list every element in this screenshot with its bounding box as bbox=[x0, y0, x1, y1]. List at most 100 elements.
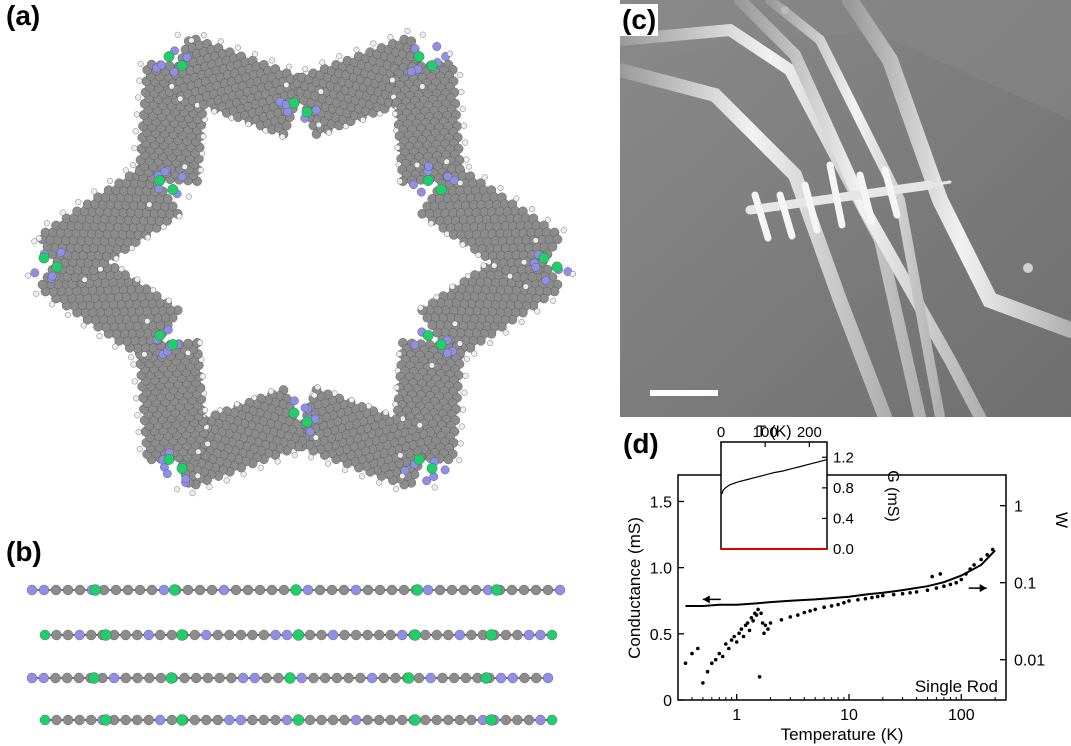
w-data-point bbox=[760, 621, 765, 625]
nickel-atom bbox=[290, 584, 302, 596]
hydrogen-atom bbox=[106, 177, 113, 184]
carbon-atom bbox=[339, 714, 350, 726]
carbon-atom bbox=[470, 584, 482, 596]
nickel-atom bbox=[292, 714, 305, 726]
w-data-point bbox=[842, 600, 846, 605]
nitrogen-atom bbox=[541, 276, 551, 285]
hydrogen-atom bbox=[414, 161, 421, 168]
carbon-atom bbox=[62, 714, 74, 726]
y2-tick-label: 0.1 bbox=[1014, 576, 1036, 593]
carbon-atom bbox=[512, 629, 523, 641]
nitrogen-atom bbox=[163, 325, 173, 335]
carbon-atom bbox=[314, 584, 326, 596]
nitrogen-atom bbox=[74, 629, 85, 641]
carbon-atom bbox=[343, 672, 354, 684]
nitrogen-atom bbox=[310, 414, 320, 424]
carbon-atom bbox=[74, 584, 86, 596]
hydrogen-atom bbox=[75, 198, 82, 205]
w-data-point bbox=[757, 675, 762, 679]
hydrogen-atom bbox=[197, 339, 204, 346]
hydrogen-atom bbox=[396, 178, 403, 185]
hydrogen-atom bbox=[463, 156, 470, 163]
carbon-atom bbox=[212, 629, 224, 641]
carbon-atom bbox=[120, 714, 131, 726]
nitrogen-atom bbox=[270, 629, 281, 641]
carbon-atom bbox=[183, 338, 193, 349]
hydrogen-atom bbox=[399, 473, 406, 480]
inset-x-tick-label: 200 bbox=[797, 424, 822, 441]
electrode-4 bbox=[842, 0, 1071, 338]
carbon-atom bbox=[201, 714, 212, 726]
carbon-atom bbox=[431, 629, 442, 641]
hydrogen-atom bbox=[96, 333, 103, 340]
carbon-atom bbox=[542, 584, 554, 596]
nickel-atom bbox=[411, 584, 424, 596]
nitrogen-atom bbox=[182, 52, 192, 62]
hydrogen-atom bbox=[451, 320, 458, 327]
sem-contact-fingers bbox=[751, 161, 901, 242]
nickel-atom bbox=[546, 629, 558, 641]
carbon-atom bbox=[512, 714, 523, 726]
carbon-atom bbox=[420, 714, 431, 726]
carbon-atom bbox=[500, 629, 512, 641]
hydrogen-atom bbox=[532, 237, 539, 244]
w-data-point bbox=[856, 598, 860, 602]
carbon-atom bbox=[190, 672, 202, 684]
carbon-atom bbox=[189, 629, 201, 641]
carbon-atom bbox=[519, 672, 530, 684]
carbon-atom bbox=[531, 672, 542, 684]
carbon-atom bbox=[110, 584, 122, 596]
hydrogen-atom bbox=[133, 395, 140, 402]
nickel-atom bbox=[409, 714, 421, 726]
nitrogen-atom bbox=[424, 161, 434, 171]
w-data-point bbox=[696, 646, 700, 651]
w-data-point bbox=[968, 567, 972, 571]
carbon-atom bbox=[466, 714, 477, 726]
electrode-3 bbox=[734, 0, 986, 417]
inset-x-ticks: 0 100 200 bbox=[717, 424, 822, 447]
hydrogen-atom bbox=[118, 266, 125, 273]
arrow-head bbox=[702, 595, 710, 604]
hydrogen-atom bbox=[458, 88, 465, 95]
w-data-point bbox=[727, 646, 731, 651]
nickel-atom bbox=[88, 672, 100, 684]
carbon-atom bbox=[273, 672, 284, 684]
carbon-atom bbox=[434, 584, 446, 596]
nitrogen-atom bbox=[181, 474, 191, 484]
nickel-atom bbox=[301, 416, 313, 428]
electrode-5 bbox=[765, 0, 945, 417]
conductance-chart: 1 10 100 0 0.5 1.0 1.5 0.01 0.1 1 Temperature (… bbox=[625, 423, 1071, 744]
inset-x-tick-label: 100 bbox=[753, 424, 778, 441]
nickel-atom bbox=[176, 462, 188, 474]
y2-axis-label: W bbox=[1052, 512, 1071, 528]
hydrogen-atom bbox=[240, 471, 247, 478]
hydrogen-atom bbox=[302, 65, 309, 72]
series-w-points bbox=[683, 547, 995, 685]
nitrogen-atom bbox=[366, 672, 378, 684]
w-data-point bbox=[690, 651, 694, 656]
carbon-atom bbox=[235, 629, 247, 641]
nitrogen-atom bbox=[432, 42, 442, 51]
nickel-atom bbox=[165, 672, 178, 684]
hydrogen-atom bbox=[459, 105, 466, 112]
carbon-atom bbox=[304, 629, 316, 641]
nickel-atom bbox=[485, 629, 497, 641]
hydrogen-atom bbox=[457, 71, 464, 78]
hydrogen-atom bbox=[544, 216, 551, 223]
w-data-point bbox=[763, 623, 768, 628]
hydrogen-atom bbox=[177, 95, 184, 102]
hydrogen-atom bbox=[113, 255, 120, 262]
hydrogen-atom bbox=[43, 220, 50, 227]
carbon-atom bbox=[362, 584, 374, 596]
hydrogen-atom bbox=[135, 94, 142, 101]
arrow-head bbox=[979, 584, 987, 593]
hydrogen-atom bbox=[137, 60, 144, 67]
carbon-atom bbox=[422, 312, 433, 323]
w-data-point bbox=[972, 563, 976, 567]
hydrogen-atom bbox=[245, 121, 252, 128]
hydrogen-atom bbox=[460, 122, 467, 129]
inset-y-tick-label: 0.4 bbox=[833, 510, 854, 527]
nickel-atom bbox=[422, 175, 434, 186]
hydrogen-atom bbox=[460, 406, 467, 413]
hydrogen-atom bbox=[325, 460, 332, 467]
